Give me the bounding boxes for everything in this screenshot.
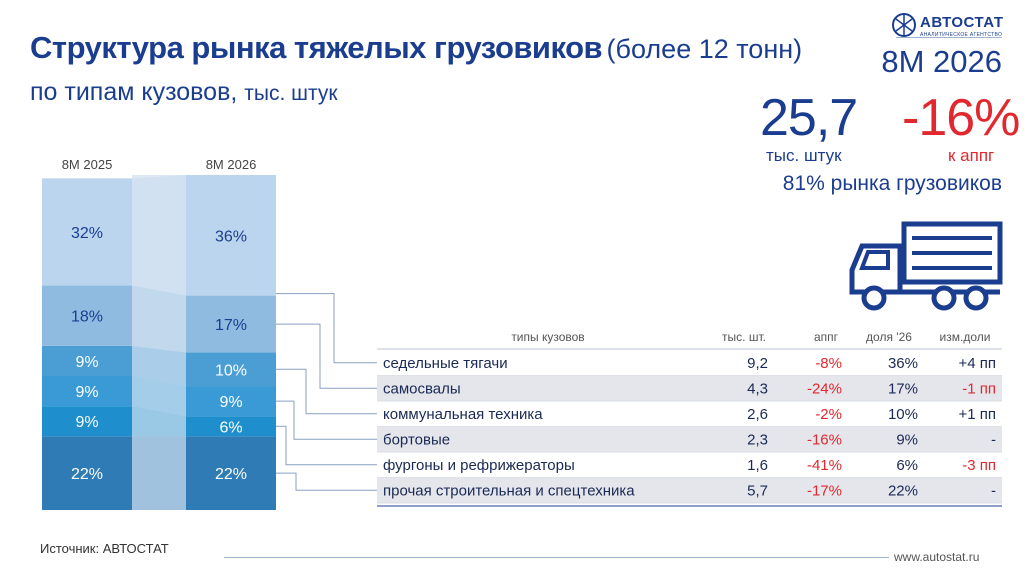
table-cell-type: седельные тягачи [383,355,508,372]
table-cell-units: 2,6 [747,406,768,423]
bar-segment [42,178,132,286]
bottom-divider [224,557,889,558]
title-main: Структура рынка тяжелых грузовиков [30,30,603,65]
connector-band [132,406,186,437]
table-cell-share: 22% [888,483,918,500]
table-cell-type: бортовые [383,432,450,449]
bar-segment [42,376,132,407]
connector-band [132,376,186,417]
data-label: 10% [215,362,247,379]
table-cell-units: 1,6 [747,457,768,474]
table-cell-share: 6% [896,457,918,474]
table-cell-type: самосвалы [383,381,461,398]
period-label: 8М 2026 [881,44,1002,79]
table-cell-type: фургоны и рефрижераторы [383,457,575,474]
leader-line [276,472,377,491]
table-cell-type: прочая строительная и спецтехника [383,483,635,500]
top-divider [896,37,1002,38]
market-share-text: 81% рынка грузовиков [782,172,1002,195]
connector-band [132,436,186,510]
bar-segment [186,436,276,510]
leader-line [276,425,377,466]
table-header-share-change: изм.доли [940,330,991,344]
data-label: 9% [75,354,98,371]
data-label: 9% [75,384,98,401]
source-note: Источник: АВТОСТАТ [40,541,169,556]
subtitle-text: по типам кузовов, [30,78,238,106]
table-header-units: тыс. шт. [722,330,766,344]
data-label: 32% [71,225,103,242]
bar-segment [186,386,276,417]
logo-subtext: АНАЛИТИЧЕСКОЕ АГЕНТСТВО [920,32,1003,38]
leader-line [276,368,377,415]
data-label: 17% [215,317,247,334]
bar-segment [42,285,132,346]
bar-segment [186,295,276,353]
data-label: 9% [219,394,242,411]
total-value: 25,7 [760,89,858,147]
change-value: -16% [902,89,1020,147]
leader-line [276,323,377,389]
page-subtitle: по типам кузовов, тыс. штук [30,78,338,107]
table-row-bg [377,477,1002,503]
data-label: 22% [215,466,247,483]
site-url: www.autostat.ru [894,550,980,564]
bar-segment [42,436,132,510]
total-label: тыс. штук [766,146,842,165]
table-cell-units: 9,2 [747,355,768,372]
bar-segment [42,345,132,376]
bar-segment [186,175,276,296]
data-label: 36% [215,228,247,245]
leader-line [276,400,377,440]
table-cell-yoy: -16% [807,432,842,449]
table-cell-share-change: +4 пп [958,355,996,372]
connector-band [132,345,186,387]
table-cell-units: 4,3 [747,381,768,398]
table-cell-share: 10% [888,406,918,423]
table-cell-share: 36% [888,355,918,372]
category-label: 8М 2025 [62,157,113,172]
page-title: Структура рынка тяжелых грузовиков (боле… [30,30,802,66]
table-cell-yoy: -24% [807,381,842,398]
data-label: 6% [219,419,242,436]
table-cell-yoy: -17% [807,483,842,500]
table-cell-share: 9% [896,432,918,449]
bar-gap [132,175,186,510]
table-cell-yoy: -41% [807,457,842,474]
subtitle-unit: тыс. штук [244,82,338,105]
table-cell-type: коммунальная техника [383,406,543,423]
table-cell-yoy: -8% [815,355,842,372]
connector-band [132,285,186,353]
table-cell-share-change: - [991,432,996,449]
bar-segment [186,352,276,387]
data-label: 22% [71,466,103,483]
table-cell-share: 17% [888,381,918,398]
connector-band [132,175,186,296]
logo: АВТОСТАТ АНАЛИТИЧЕСКОЕ АГЕНТСТВО [890,10,1005,50]
change-label: к аппг [948,146,995,165]
autostat-logo-icon [892,13,916,37]
table-cell-share-change: - [991,483,996,500]
table-row-bg [377,375,1002,401]
table-row-bg [377,426,1002,452]
table-header-share: доля '26 [866,330,912,344]
table-cell-share-change: -3 пп [962,457,996,474]
table-header-yoy: аппг [814,330,839,344]
table-header-type: типы кузовов [511,330,584,344]
bar-segment [186,416,276,437]
data-label: 18% [71,309,103,326]
table-cell-units: 5,7 [747,483,768,500]
table-cell-yoy: -2% [815,406,842,423]
truck-icon [849,221,1003,311]
category-label: 8М 2026 [206,157,257,172]
data-label: 9% [75,414,98,431]
title-note: (более 12 тонн) [606,34,803,64]
table-cell-share-change: -1 пп [962,381,996,398]
bar-segment [42,406,132,437]
logo-text: АВТОСТАТ [920,14,1004,31]
leader-line [276,293,377,364]
table-cell-units: 2,3 [747,432,768,449]
table-cell-share-change: +1 пп [958,406,996,423]
